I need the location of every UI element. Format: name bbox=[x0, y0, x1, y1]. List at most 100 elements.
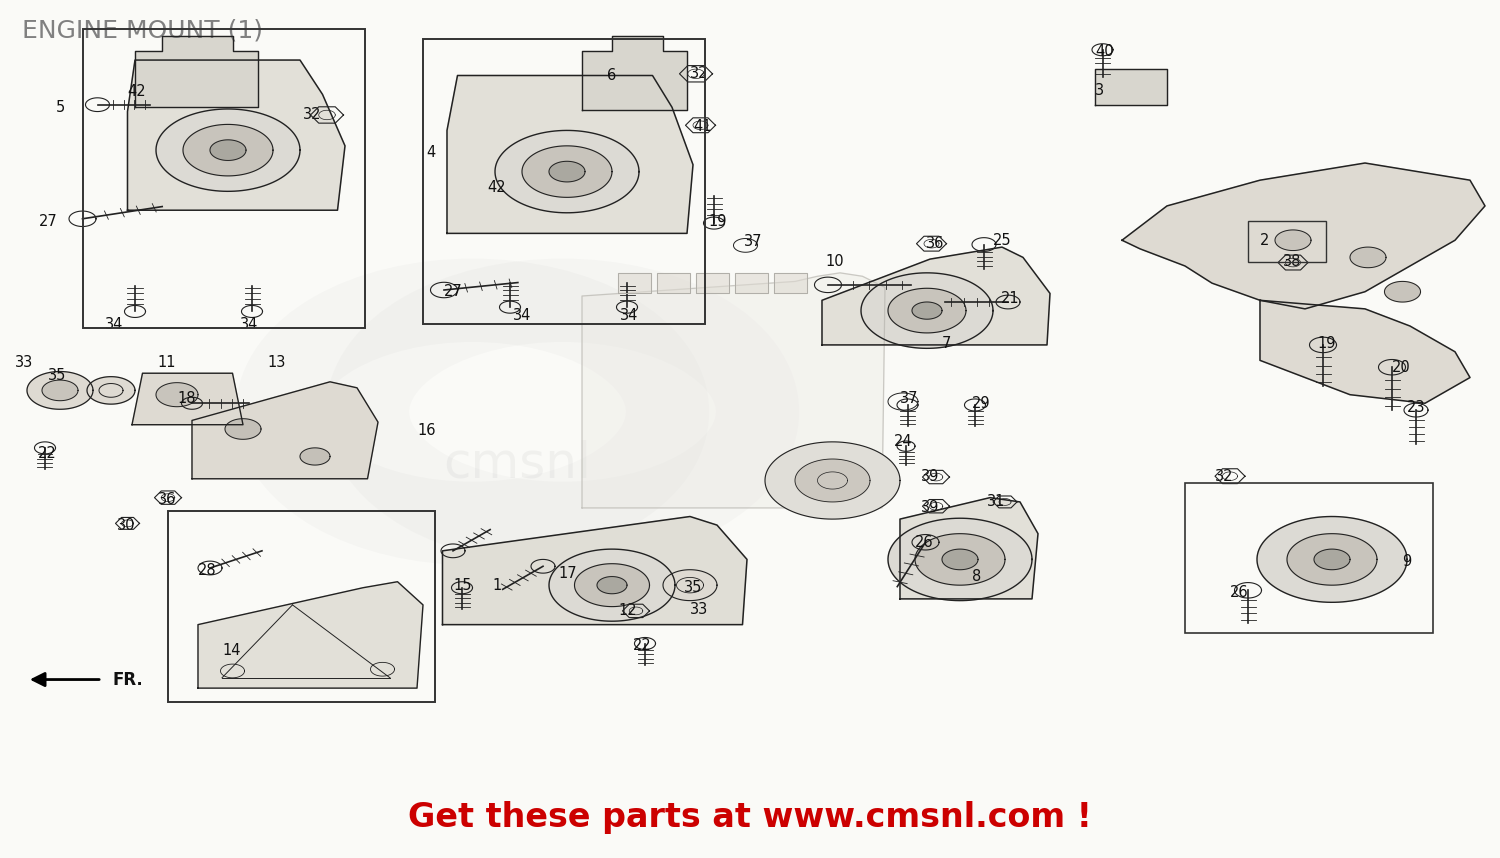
Text: 19: 19 bbox=[708, 214, 726, 229]
Polygon shape bbox=[888, 288, 966, 333]
Text: 10: 10 bbox=[825, 254, 843, 269]
Text: 34: 34 bbox=[240, 317, 258, 332]
Polygon shape bbox=[582, 273, 885, 508]
Polygon shape bbox=[888, 518, 1032, 601]
Polygon shape bbox=[87, 377, 135, 404]
Text: 30: 30 bbox=[117, 517, 135, 533]
Polygon shape bbox=[192, 382, 378, 479]
Text: 27: 27 bbox=[39, 214, 57, 229]
Polygon shape bbox=[618, 273, 651, 293]
Polygon shape bbox=[135, 36, 258, 107]
Text: 26: 26 bbox=[1230, 584, 1248, 600]
Polygon shape bbox=[549, 549, 675, 621]
Polygon shape bbox=[1257, 517, 1407, 602]
Text: 15: 15 bbox=[453, 577, 471, 593]
Text: 26: 26 bbox=[915, 535, 933, 550]
Text: 39: 39 bbox=[921, 500, 939, 516]
Polygon shape bbox=[582, 36, 687, 110]
Polygon shape bbox=[156, 383, 198, 407]
Polygon shape bbox=[663, 570, 717, 601]
Text: 13: 13 bbox=[267, 354, 285, 370]
Polygon shape bbox=[774, 273, 807, 293]
Polygon shape bbox=[522, 146, 612, 197]
Text: 35: 35 bbox=[684, 580, 702, 595]
Polygon shape bbox=[597, 577, 627, 594]
Text: 5: 5 bbox=[56, 100, 64, 115]
Polygon shape bbox=[442, 517, 747, 625]
Text: 3: 3 bbox=[1095, 82, 1104, 98]
Polygon shape bbox=[132, 373, 243, 425]
Text: 21: 21 bbox=[1000, 291, 1018, 306]
Polygon shape bbox=[1095, 69, 1167, 105]
Text: 38: 38 bbox=[1282, 254, 1300, 269]
Polygon shape bbox=[696, 273, 729, 293]
Text: 2: 2 bbox=[1260, 233, 1269, 248]
Text: 17: 17 bbox=[558, 565, 576, 581]
Text: 34: 34 bbox=[513, 308, 531, 323]
Text: 32: 32 bbox=[1215, 468, 1233, 484]
Polygon shape bbox=[795, 459, 870, 502]
Text: 20: 20 bbox=[1392, 360, 1410, 375]
Polygon shape bbox=[225, 419, 261, 439]
Polygon shape bbox=[900, 498, 1038, 599]
Polygon shape bbox=[447, 76, 693, 233]
Text: 23: 23 bbox=[1407, 400, 1425, 415]
Text: FR.: FR. bbox=[112, 671, 144, 688]
Text: 32: 32 bbox=[690, 66, 708, 82]
Bar bbox=[168, 511, 435, 702]
Polygon shape bbox=[42, 380, 78, 401]
Polygon shape bbox=[183, 124, 273, 176]
Text: 9: 9 bbox=[1402, 554, 1411, 570]
Text: 4: 4 bbox=[426, 145, 435, 160]
Polygon shape bbox=[574, 564, 650, 607]
Text: 28: 28 bbox=[198, 563, 216, 578]
Polygon shape bbox=[1275, 230, 1311, 251]
Polygon shape bbox=[1384, 281, 1420, 302]
Bar bbox=[1185, 483, 1432, 633]
Text: 34: 34 bbox=[105, 317, 123, 332]
Polygon shape bbox=[735, 273, 768, 293]
Polygon shape bbox=[1350, 247, 1386, 268]
Text: cmsnl: cmsnl bbox=[444, 439, 591, 487]
Text: 6: 6 bbox=[608, 68, 616, 83]
Text: 11: 11 bbox=[158, 354, 176, 370]
Text: 22: 22 bbox=[38, 445, 57, 461]
Text: 37: 37 bbox=[900, 391, 918, 407]
Polygon shape bbox=[861, 273, 993, 348]
Bar bbox=[82, 29, 364, 328]
Polygon shape bbox=[765, 442, 900, 519]
Text: 31: 31 bbox=[987, 494, 1005, 510]
Polygon shape bbox=[27, 372, 93, 409]
Text: 39: 39 bbox=[921, 468, 939, 484]
Text: 8: 8 bbox=[972, 569, 981, 584]
Bar bbox=[1248, 221, 1326, 262]
Polygon shape bbox=[915, 534, 1005, 585]
Polygon shape bbox=[912, 302, 942, 319]
Text: Get these parts at www.cmsnl.com !: Get these parts at www.cmsnl.com ! bbox=[408, 801, 1092, 834]
Polygon shape bbox=[1314, 549, 1350, 570]
Text: 33: 33 bbox=[690, 601, 708, 617]
Text: 36: 36 bbox=[158, 492, 176, 507]
Polygon shape bbox=[156, 109, 300, 191]
Text: 33: 33 bbox=[15, 354, 33, 370]
Polygon shape bbox=[1260, 300, 1470, 403]
Polygon shape bbox=[210, 140, 246, 160]
Polygon shape bbox=[822, 247, 1050, 345]
Polygon shape bbox=[198, 582, 423, 688]
Polygon shape bbox=[128, 60, 345, 210]
Text: 22: 22 bbox=[633, 637, 651, 653]
Text: 29: 29 bbox=[972, 396, 990, 411]
Text: 42: 42 bbox=[128, 84, 146, 100]
Text: 7: 7 bbox=[942, 335, 951, 351]
Text: ENGINE MOUNT (1): ENGINE MOUNT (1) bbox=[22, 19, 264, 43]
Text: 18: 18 bbox=[177, 391, 195, 407]
Text: 24: 24 bbox=[894, 434, 912, 450]
Text: 27: 27 bbox=[444, 284, 462, 299]
Polygon shape bbox=[300, 448, 330, 465]
Bar bbox=[423, 39, 705, 324]
Polygon shape bbox=[942, 549, 978, 570]
Polygon shape bbox=[1122, 163, 1485, 309]
Polygon shape bbox=[495, 130, 639, 213]
Polygon shape bbox=[549, 161, 585, 182]
Text: 35: 35 bbox=[48, 368, 66, 384]
